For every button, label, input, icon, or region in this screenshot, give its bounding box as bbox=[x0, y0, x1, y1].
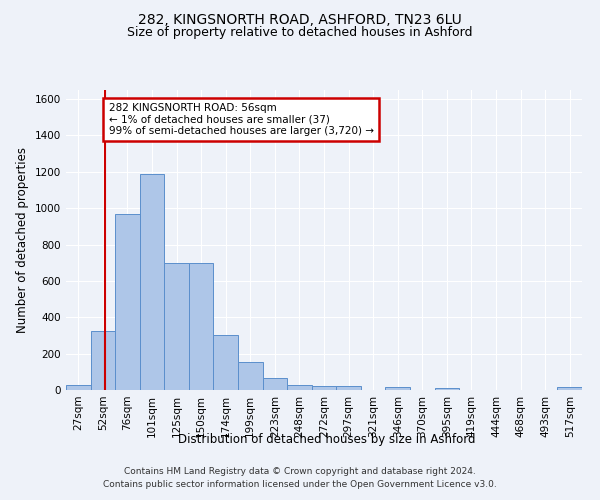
Text: 282, KINGSNORTH ROAD, ASHFORD, TN23 6LU: 282, KINGSNORTH ROAD, ASHFORD, TN23 6LU bbox=[138, 12, 462, 26]
Bar bbox=[66, 384, 91, 390]
Bar bbox=[312, 386, 336, 390]
Bar bbox=[214, 336, 238, 390]
Bar bbox=[434, 388, 459, 390]
Bar bbox=[287, 386, 312, 390]
Y-axis label: Number of detached properties: Number of detached properties bbox=[16, 147, 29, 333]
Text: Contains public sector information licensed under the Open Government Licence v3: Contains public sector information licen… bbox=[103, 480, 497, 489]
Bar bbox=[91, 331, 115, 390]
Bar bbox=[336, 386, 361, 390]
Bar bbox=[189, 262, 214, 390]
Bar bbox=[140, 174, 164, 390]
Bar bbox=[164, 262, 189, 390]
Text: 282 KINGSNORTH ROAD: 56sqm
← 1% of detached houses are smaller (37)
99% of semi-: 282 KINGSNORTH ROAD: 56sqm ← 1% of detac… bbox=[109, 102, 374, 136]
Text: Distribution of detached houses by size in Ashford: Distribution of detached houses by size … bbox=[178, 432, 476, 446]
Bar bbox=[557, 388, 582, 390]
Bar bbox=[263, 378, 287, 390]
Text: Size of property relative to detached houses in Ashford: Size of property relative to detached ho… bbox=[127, 26, 473, 39]
Bar bbox=[115, 214, 140, 390]
Bar bbox=[385, 388, 410, 390]
Bar bbox=[238, 362, 263, 390]
Text: Contains HM Land Registry data © Crown copyright and database right 2024.: Contains HM Land Registry data © Crown c… bbox=[124, 467, 476, 476]
